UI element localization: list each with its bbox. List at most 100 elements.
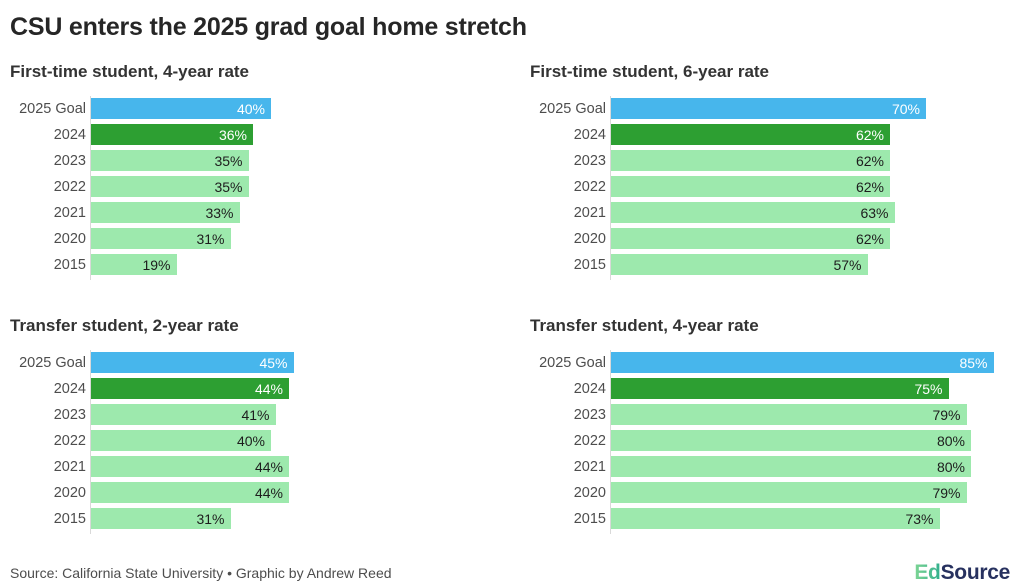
bar-row: 2021 33% [10,202,520,223]
value-label: 33% [205,204,234,221]
category-label: 2020 [573,230,606,247]
bar-row: 2025 Goal 40% [10,98,520,119]
bar-track: 85% [610,352,1010,373]
bar-track: 31% [90,228,520,249]
value-label: 31% [196,510,225,527]
bar-row: 2025 Goal 70% [530,98,1010,119]
bar-track: 80% [610,430,1010,451]
value-label: 79% [932,484,961,501]
category-label: 2023 [573,152,606,169]
bar-track: 62% [610,124,1010,145]
bar-track: 62% [610,176,1010,197]
past-bar: 35% [91,150,249,171]
chart-title: First-time student, 6-year rate [530,62,770,81]
bar-track: 73% [610,508,1010,529]
category-label: 2022 [573,432,606,449]
past-bar: 79% [611,482,967,503]
category-label: 2022 [53,432,86,449]
goal-bar: 40% [91,98,271,119]
bar-track: 79% [610,482,1010,503]
category-label: 2024 [573,380,606,397]
past-bar: 62% [611,228,890,249]
edsource-logo: EdSource [914,562,1010,583]
bar-row: 2020 79% [530,482,1010,503]
value-label: 70% [891,100,920,117]
bar-track: 57% [610,254,1010,275]
value-label: 62% [855,178,884,195]
value-label: 79% [932,406,961,423]
value-label: 40% [236,432,265,449]
past-bar: 57% [611,254,868,275]
bar-row: 2025 Goal 85% [530,352,1010,373]
charts-grid: First-time student, 4-year rate 2025 Goa… [10,62,1010,534]
category-label: 2020 [53,230,86,247]
value-label: 75% [914,380,943,397]
chart-title: Transfer student, 2-year rate [10,316,239,335]
value-label: 36% [218,126,247,143]
past-bar: 62% [611,150,890,171]
current-bar: 44% [91,378,289,399]
bar-row: 2024 36% [10,124,520,145]
bar-row: 2015 73% [530,508,1010,529]
past-bar: 80% [611,456,971,477]
bar-track: 35% [90,176,520,197]
current-bar: 36% [91,124,253,145]
value-label: 35% [214,178,243,195]
value-label: 62% [855,152,884,169]
bar-row: 2023 62% [530,150,1010,171]
category-label: 2025 Goal [19,100,86,117]
category-label: 2021 [53,458,86,475]
bar-track: 40% [90,430,520,451]
category-label: 2025 Goal [539,100,606,117]
chart-title: Transfer student, 4-year rate [530,316,759,335]
bar-track: 33% [90,202,520,223]
bar-row: 2020 31% [10,228,520,249]
bar-row: 2023 79% [530,404,1010,425]
category-label: 2025 Goal [19,354,86,371]
bar-row: 2022 35% [10,176,520,197]
bar-row: 2024 62% [530,124,1010,145]
bar-row: 2022 40% [10,430,520,451]
source-credit: Source: California State University • Gr… [10,564,392,581]
past-bar: 44% [91,456,289,477]
value-label: 35% [214,152,243,169]
chart-panel-transfer-2yr: Transfer student, 2-year rate 2025 Goal 4… [10,316,520,534]
current-bar: 75% [611,378,949,399]
footer: Source: California State University • Gr… [10,562,1010,583]
category-label: 2024 [53,126,86,143]
bar-row: 2015 31% [10,508,520,529]
category-label: 2021 [573,204,606,221]
category-label: 2015 [573,256,606,273]
bar-row: 2022 80% [530,430,1010,451]
bar-track: 63% [610,202,1010,223]
goal-bar: 45% [91,352,294,373]
bar-track: 75% [610,378,1010,399]
past-bar: 31% [91,228,231,249]
category-label: 2015 [53,256,86,273]
bar-track: 45% [90,352,520,373]
value-label: 41% [241,406,270,423]
past-bar: 62% [611,176,890,197]
bar-chart: 2025 Goal 45% 2024 44% 2023 41% 2022 40% 2021 44%… [10,350,520,534]
past-bar: 31% [91,508,231,529]
bar-track: 41% [90,404,520,425]
bar-track: 79% [610,404,1010,425]
bar-track: 35% [90,150,520,171]
bar-row: 2020 62% [530,228,1010,249]
bar-track: 31% [90,508,520,529]
bar-track: 36% [90,124,520,145]
bar-row: 2025 Goal 45% [10,352,520,373]
value-label: 62% [855,126,884,143]
logo-part-ed: Ed [914,561,941,583]
bar-row: 2024 75% [530,378,1010,399]
category-label: 2015 [573,510,606,527]
value-label: 31% [196,230,225,247]
past-bar: 80% [611,430,971,451]
value-label: 85% [959,354,988,371]
value-label: 62% [855,230,884,247]
chart-title: First-time student, 4-year rate [10,62,250,81]
category-label: 2020 [53,484,86,501]
category-label: 2021 [53,204,86,221]
past-bar: 44% [91,482,289,503]
